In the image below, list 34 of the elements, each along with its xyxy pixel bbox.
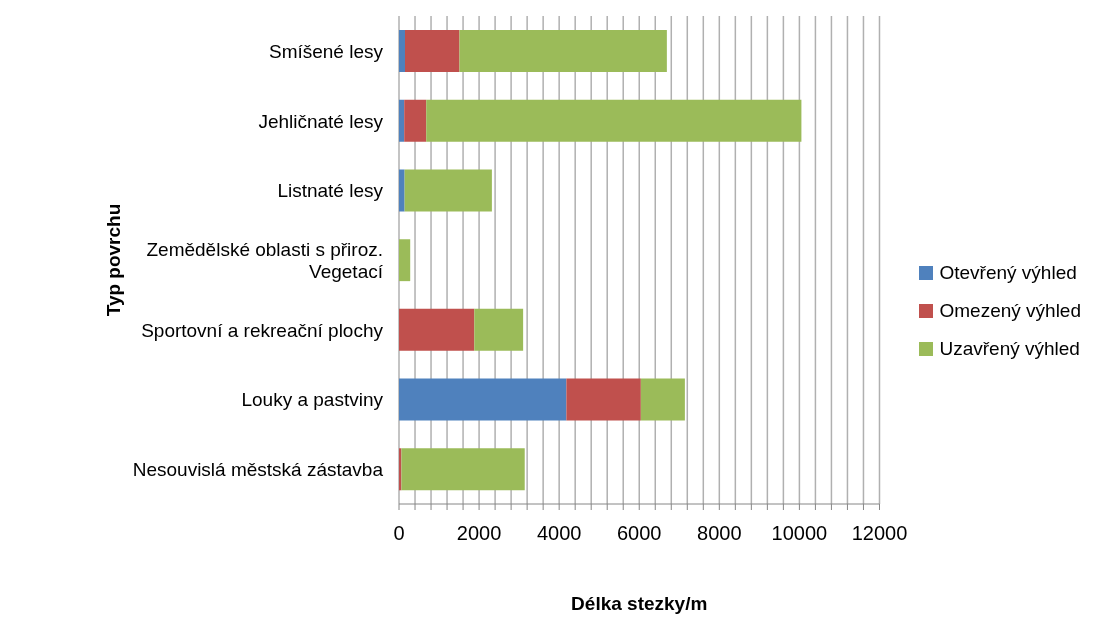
bar [640, 378, 685, 421]
bar [399, 378, 567, 421]
x-tick-label: 4000 [536, 522, 582, 545]
bar [404, 99, 427, 142]
legend-label: Otevřený výhled [939, 262, 1077, 284]
x-tick-label: 12000 [851, 522, 908, 545]
bar [566, 378, 641, 421]
bar [474, 308, 524, 351]
bar [405, 30, 460, 72]
y-tick-label: Smíšené lesy [268, 40, 384, 62]
y-tick-label: Listnaté lesy [277, 179, 384, 201]
bar [399, 169, 405, 212]
y-tick-label: Jehličnaté lesy [258, 110, 384, 132]
x-axis-title: Délka stezky/m [571, 593, 708, 614]
x-tick-label: 2000 [456, 522, 502, 545]
legend-label: Uzavřený výhled [939, 338, 1080, 360]
bar [399, 30, 406, 72]
y-tick-label: Sportovní a rekreační plochy [141, 319, 384, 341]
bar [459, 30, 667, 72]
x-tick-label: 0 [393, 522, 405, 545]
bar [399, 308, 475, 351]
bar [426, 99, 802, 142]
legend-label: Omezený výhled [939, 300, 1081, 322]
y-tick-label: Nesouvislá městská zástavba [132, 458, 384, 480]
bar [399, 99, 405, 142]
y-axis-title: Typ povrchu [102, 203, 124, 317]
bar [404, 169, 492, 212]
x-tick-label: 8000 [697, 522, 742, 545]
x-tick-label: 10000 [771, 522, 828, 545]
bar [401, 448, 525, 491]
x-tick-label: 6000 [616, 522, 662, 545]
y-tick-label: Louky a pastviny [241, 388, 384, 410]
bar [399, 239, 411, 282]
y-tick-label: Zemědělské oblasti s přiroz. Vegetací [146, 238, 384, 282]
